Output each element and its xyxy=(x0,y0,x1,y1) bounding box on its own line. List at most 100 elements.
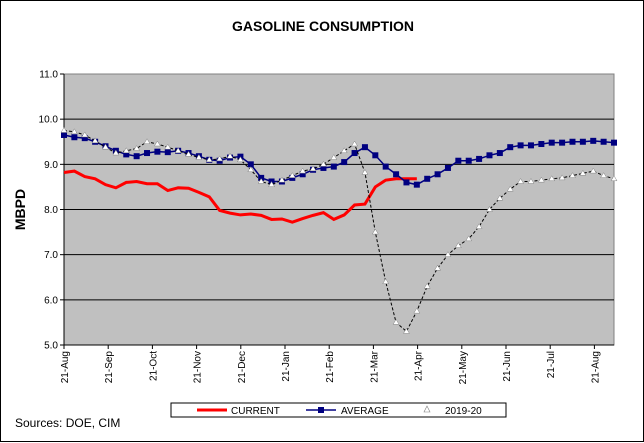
average-point xyxy=(133,153,140,160)
prior-year-point xyxy=(268,181,275,187)
prior-year-point xyxy=(319,160,327,167)
prior-year-point xyxy=(205,156,213,163)
y-tick-label: 10.0 xyxy=(39,115,59,126)
gridlines xyxy=(64,118,614,301)
prior-year-point xyxy=(195,154,203,160)
prior-year-point xyxy=(392,318,400,325)
prior-year-point xyxy=(257,178,265,184)
prior-year-point xyxy=(423,282,431,289)
average-point xyxy=(71,134,78,141)
x-tick-label: 21-Aug xyxy=(60,351,71,383)
prior-year-point xyxy=(60,126,68,133)
average-point xyxy=(330,163,337,170)
y-axis-ticks: 5.0 6.0 7.0 8.0 9.0 10.0 11.0 xyxy=(39,70,614,352)
average-point xyxy=(382,163,389,170)
prior-year-point xyxy=(278,176,286,183)
prior-year-point xyxy=(102,143,109,150)
x-axis-ticks: 21-Aug 21-Sep 21-Oct 21-Nov 21-Dec 21-Jan 21-F… xyxy=(60,345,601,384)
average-point xyxy=(289,174,296,181)
prior-year-point xyxy=(216,155,224,162)
y-axis-label: MBPD xyxy=(12,189,28,230)
average-point xyxy=(247,161,254,168)
average-point xyxy=(444,164,451,171)
average-point xyxy=(361,144,368,151)
average-point xyxy=(548,139,555,146)
prior-year-point xyxy=(506,185,514,192)
prior-year-point xyxy=(413,307,421,314)
prior-year-point xyxy=(465,235,473,242)
prior-year-point xyxy=(122,147,130,154)
prior-year-point xyxy=(133,145,141,151)
prior-year-point xyxy=(164,143,172,150)
series-layer xyxy=(60,126,618,334)
prior-year-point xyxy=(143,138,151,144)
prior-year-point xyxy=(569,172,576,178)
prior-year-point xyxy=(81,131,89,138)
average-point xyxy=(61,131,67,138)
x-tick-label: 21-Oct xyxy=(148,351,159,381)
x-tick-label: 21-May xyxy=(458,351,469,384)
prior-year-point xyxy=(371,228,379,235)
average-point xyxy=(590,137,597,144)
prior-year-point xyxy=(403,327,410,334)
prior-year-point xyxy=(589,167,597,174)
source-note: Sources: DOE, CIM xyxy=(15,416,120,430)
prior-year-point xyxy=(288,172,296,178)
average-point xyxy=(507,144,514,151)
average-point xyxy=(351,150,358,157)
y-tick-label: 9.0 xyxy=(44,160,58,171)
average-point xyxy=(600,138,607,145)
x-tick-label: 21-Mar xyxy=(369,350,380,382)
average-point xyxy=(455,157,462,164)
average-point xyxy=(527,142,534,149)
y-tick-label: 6.0 xyxy=(44,295,58,306)
average-point xyxy=(611,139,617,146)
average-point xyxy=(559,139,566,146)
prior-year-point xyxy=(475,223,483,229)
prior-year-point xyxy=(382,278,390,285)
prior-year-point xyxy=(112,149,120,156)
average-point xyxy=(538,141,545,148)
legend-label: 2019-20 xyxy=(445,406,482,417)
prior-year-point xyxy=(185,150,192,157)
prior-year-point xyxy=(309,165,317,172)
average-point xyxy=(517,142,524,149)
prior-year-point xyxy=(351,140,359,147)
prior-year-point xyxy=(70,128,78,135)
prior-year-point xyxy=(361,168,369,175)
average-point xyxy=(434,171,441,178)
prior-year-point xyxy=(610,175,618,182)
x-tick-label: 21-Dec xyxy=(237,351,248,383)
prior-year-point xyxy=(299,167,307,174)
prior-year-point xyxy=(91,137,99,144)
x-tick-label: 21-Jun xyxy=(502,351,513,382)
prior-year-point xyxy=(247,166,255,173)
x-tick-label: 21-Feb xyxy=(325,351,336,383)
legend-label: CURRENT xyxy=(231,406,280,417)
legend-marker-average xyxy=(318,407,324,413)
average-point xyxy=(579,138,586,145)
x-tick-label: 21-Jan xyxy=(281,351,292,382)
prior-year-point xyxy=(153,140,161,147)
y-tick-label: 11.0 xyxy=(39,70,58,81)
prior-year-point xyxy=(330,154,338,160)
average-point xyxy=(403,179,410,186)
prior-year-point xyxy=(340,147,348,154)
average-point xyxy=(154,148,161,155)
prior-year-point xyxy=(537,176,545,183)
prior-year-point xyxy=(558,174,566,181)
legend-marker-prior xyxy=(423,405,431,413)
average-point xyxy=(299,171,306,178)
legend-box xyxy=(170,402,507,418)
prior-year-point xyxy=(527,178,535,184)
average-point xyxy=(81,135,88,142)
average-point xyxy=(372,152,379,159)
prior-year-point xyxy=(174,147,182,154)
legend: CURRENT AVERAGE 2019-20 xyxy=(170,402,507,418)
y-tick-label: 5.0 xyxy=(44,341,58,352)
prior-year-point xyxy=(486,206,493,212)
average-point xyxy=(164,149,171,156)
prior-year-point xyxy=(226,152,234,159)
x-tick-label: 21-Apr xyxy=(414,350,425,381)
